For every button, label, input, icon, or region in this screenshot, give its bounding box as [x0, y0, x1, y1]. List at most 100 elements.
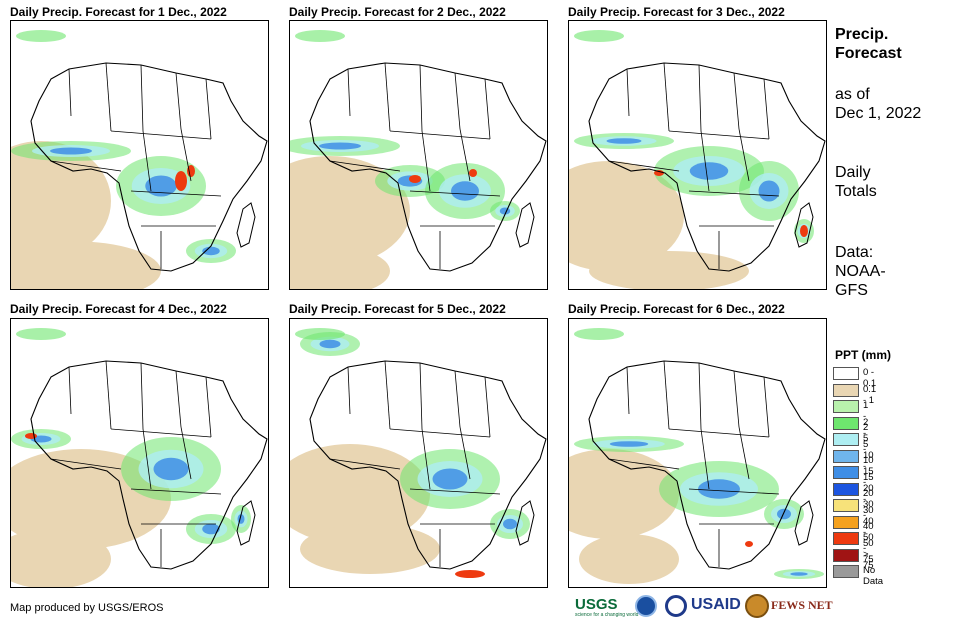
precip-area [689, 162, 729, 180]
legend-swatch [833, 482, 859, 496]
precip-area [319, 339, 341, 349]
map-boundary [794, 500, 814, 546]
map-boundary [236, 500, 256, 546]
map-boundary [180, 128, 192, 182]
map-boundary [384, 62, 391, 132]
legend-swatch [833, 565, 859, 578]
map-boundary [110, 130, 212, 140]
map-boundary [68, 366, 72, 415]
map-boundary [421, 130, 431, 192]
map-boundary [384, 360, 391, 430]
legend-label: 5 - 10 [863, 433, 874, 466]
map-boundary [626, 68, 630, 117]
precip-area [25, 433, 37, 439]
data-line1: Data: [835, 244, 874, 261]
usgs-tagline: science for a changing world [575, 612, 639, 618]
precip-area [16, 328, 66, 340]
precip-area [589, 251, 749, 289]
precip-area [11, 141, 111, 261]
precip-area [609, 441, 649, 447]
map-canvas [11, 328, 268, 587]
map-canvas [569, 30, 826, 289]
credit-text: Map produced by USGS/EROS [10, 602, 164, 614]
map-boundary [50, 458, 122, 470]
precip-area [469, 169, 477, 177]
precip-area [11, 529, 111, 587]
map-canvas [11, 30, 268, 289]
precip-area [290, 246, 390, 289]
precip-area [574, 30, 624, 42]
noaa-logo-icon [635, 595, 657, 617]
map-boundary [175, 72, 182, 130]
forecast-map-5 [289, 318, 548, 588]
map-boundary [130, 190, 222, 197]
precip-area [432, 468, 468, 490]
legend-label: 30 - 40 [863, 499, 874, 532]
map-boundary [236, 202, 256, 248]
map-boundary [50, 160, 122, 172]
precip-area [50, 147, 92, 155]
map-boundary [663, 62, 670, 132]
usaid-logo: USAID [691, 596, 741, 613]
forecast-map-1 [10, 20, 269, 290]
legend-swatch [833, 532, 859, 545]
legend-label: 50 - 75 [863, 532, 874, 565]
map-boundary [626, 366, 630, 415]
map-boundary [454, 72, 461, 130]
precip-area [187, 165, 195, 177]
map-boundary [484, 78, 491, 140]
map-boundary [389, 428, 491, 438]
precip-area [295, 328, 345, 340]
map-boundary [663, 360, 670, 430]
map-boundary [329, 160, 401, 172]
precip-area [579, 534, 679, 584]
legend-label: 15 - 20 [863, 466, 874, 499]
map-boundary [698, 362, 702, 430]
map-canvas [569, 328, 826, 584]
map-boundary [700, 130, 710, 192]
map-boundary [515, 202, 535, 248]
precip-area [503, 518, 517, 530]
precip-area [16, 30, 66, 42]
map-boundary [68, 68, 72, 117]
legend-label: > 75 [863, 548, 874, 571]
data-line3: GFS [835, 282, 868, 299]
map-boundary [180, 426, 192, 480]
map-boundary [421, 428, 431, 490]
legend-label: 20 - 30 [863, 482, 874, 516]
panel-title-5: Daily Precip. Forecast for 5 Dec., 2022 [289, 302, 506, 316]
fews-net-logo: FEWS NET [771, 598, 833, 612]
map-boundary [329, 458, 401, 470]
totals-line1: Daily [835, 164, 871, 181]
map-boundary [110, 428, 212, 438]
map-boundary [140, 362, 144, 430]
precip-area [745, 541, 753, 547]
panel-title-1: Daily Precip. Forecast for 1 Dec., 2022 [10, 5, 227, 19]
map-canvas [290, 30, 547, 289]
map-boundary [140, 64, 144, 132]
panel-title-2: Daily Precip. Forecast for 2 Dec., 2022 [289, 5, 506, 19]
map-boundary [419, 64, 423, 132]
side-title-line1: Precip. [835, 26, 889, 43]
asof-line2: Dec 1, 2022 [835, 105, 922, 122]
panel-title-6: Daily Precip. Forecast for 6 Dec., 2022 [568, 302, 785, 316]
precip-area [698, 479, 740, 499]
map-boundary [347, 68, 351, 117]
legend-label: No Data [863, 565, 884, 587]
map-boundary [484, 376, 491, 438]
legend-swatch [833, 548, 859, 562]
map-canvas [290, 328, 547, 578]
forecast-map-4 [10, 318, 269, 588]
map-boundary [105, 62, 112, 132]
map-boundary [738, 426, 750, 480]
precip-area [569, 161, 684, 271]
map-boundary [347, 366, 351, 415]
precip-area [777, 508, 791, 520]
map-boundary [205, 78, 212, 140]
legend-label: 10 - 15 [863, 449, 874, 483]
legend-label: 0 - 0.1 [863, 367, 877, 389]
map-boundary [608, 160, 680, 172]
map-boundary [688, 190, 780, 197]
precip-area [606, 138, 642, 144]
precip-area [654, 170, 664, 176]
